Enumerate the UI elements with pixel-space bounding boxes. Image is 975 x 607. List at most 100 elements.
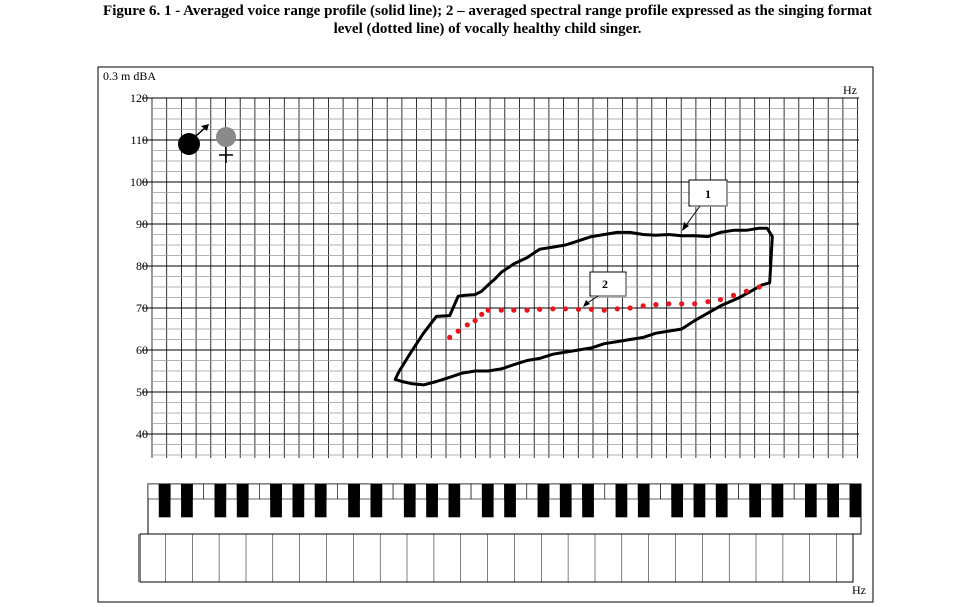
piano-key: [593, 483, 605, 500]
piano-key: [147, 483, 160, 500]
piano-key: [749, 483, 761, 518]
piano-key: [715, 483, 728, 518]
y-axis-unit: 0.3 m dBA: [103, 69, 156, 83]
piano-key: [470, 483, 483, 500]
voice-range-profile-line: [393, 226, 774, 387]
spectral-profile-point: [756, 284, 762, 290]
spectral-profile-point: [455, 328, 461, 334]
piano-key: [203, 483, 216, 500]
spectral-profile-point: [614, 306, 620, 312]
piano-key: [604, 483, 617, 500]
spectral-profile-point: [485, 307, 491, 313]
bottom-unit: Hz: [852, 583, 866, 597]
piano-key: [827, 483, 839, 518]
chart-frame: [97, 66, 874, 603]
male-symbol-icon: [178, 124, 209, 155]
piano-key: [660, 483, 672, 500]
x-axis-unit: Hz: [843, 83, 857, 97]
spectral-profile-point: [575, 306, 582, 312]
series-layer: [393, 226, 774, 387]
callout-1: 1: [682, 179, 728, 231]
spectral-profile-point: [705, 299, 711, 305]
piano-key: [626, 483, 639, 500]
piano-key: [671, 483, 683, 518]
piano-key: [448, 483, 461, 518]
piano-key: [548, 483, 561, 500]
spectral-profile-point: [537, 306, 543, 312]
piano-key: [437, 483, 450, 500]
piano-key: [615, 483, 628, 518]
spectral-profile-point: [717, 297, 724, 303]
piano-key: [648, 483, 661, 500]
piano-key: [559, 483, 572, 518]
lower-frequency-box: [139, 533, 854, 583]
piano-key: [381, 483, 394, 500]
callout-1-label: 1: [705, 187, 711, 201]
piano-key: [192, 483, 205, 500]
y-tick-label: 60: [136, 343, 148, 357]
piano-key: [849, 483, 862, 518]
piano-key: [838, 483, 851, 500]
spectral-profile-point: [511, 307, 517, 313]
piano-key: [782, 483, 795, 500]
piano-key: [314, 483, 327, 518]
y-tick-label: 90: [136, 217, 148, 231]
piano-key: [292, 483, 305, 518]
spectral-profile-point: [562, 306, 569, 312]
piano-key: [804, 483, 817, 518]
spectral-profile-point: [730, 292, 737, 298]
piano-key: [236, 483, 249, 518]
piano-key: [270, 483, 282, 518]
figure-caption: Figure 6. 1 - Averaged voice range profi…: [0, 2, 975, 38]
piano-key: [493, 483, 505, 500]
piano-key: [303, 483, 316, 500]
spectral-profile-point: [479, 311, 485, 317]
piano-key: [682, 483, 695, 500]
piano-key: [504, 483, 516, 518]
spectral-profile-point: [743, 288, 750, 294]
spectral-profile-point: [472, 318, 478, 324]
y-tick-label: 110: [130, 133, 148, 147]
piano-key: [771, 483, 784, 518]
piano-key: [760, 483, 773, 500]
piano-key: [704, 483, 717, 500]
y-tick-label: 120: [130, 91, 148, 105]
spectral-profile-point: [679, 301, 685, 307]
female-symbol-icon: [216, 127, 236, 163]
piano-key: [403, 483, 416, 518]
piano-key: [526, 483, 539, 500]
piano-key: [259, 483, 271, 500]
y-axis-ticks: 40 50 60 70 80 90 100 110 120: [130, 91, 152, 441]
spectral-profile-point: [524, 307, 530, 313]
spectral-profile-point: [550, 306, 556, 312]
piano-key: [637, 483, 650, 518]
chart-grid: [151, 97, 859, 458]
piano-key: [348, 483, 360, 518]
spectral-profile-point: [601, 307, 607, 313]
piano-key: [170, 483, 182, 500]
piano-key: [370, 483, 383, 518]
y-tick-label: 70: [136, 301, 148, 315]
piano-key: [281, 483, 294, 500]
piano-key: [158, 483, 171, 518]
piano-key: [515, 483, 527, 500]
spectral-profile-point: [653, 302, 659, 308]
piano-key: [793, 483, 806, 500]
piano-key: [337, 483, 349, 500]
piano-key: [325, 483, 338, 500]
y-tick-label: 80: [136, 259, 148, 273]
piano-key: [214, 483, 227, 518]
piano-keyboard: [147, 483, 862, 535]
piano-key: [181, 483, 193, 518]
spectral-profile-point: [447, 334, 453, 340]
piano-key: [225, 483, 238, 500]
piano-key: [816, 483, 828, 500]
spectral-profile-point: [666, 301, 672, 307]
y-tick-label: 50: [136, 385, 148, 399]
callout-2-label: 2: [602, 277, 608, 291]
caption-line-1: Figure 6. 1 - Averaged voice range profi…: [103, 3, 872, 19]
spectral-profile-point: [692, 301, 698, 307]
piano-key: [248, 483, 260, 500]
spectral-profile-point: [588, 306, 595, 312]
